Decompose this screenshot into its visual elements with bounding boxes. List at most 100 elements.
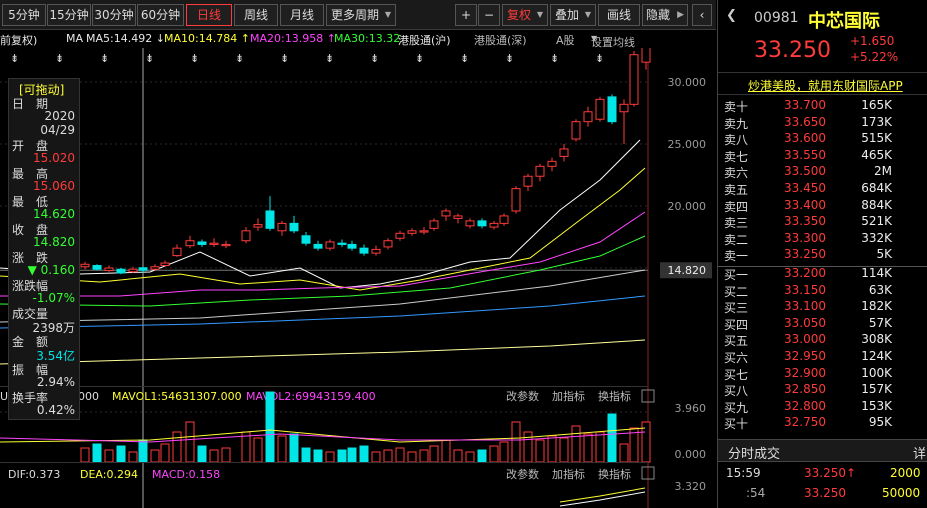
close-icon[interactable]	[641, 466, 655, 480]
candle-body[interactable]	[629, 54, 639, 105]
ask-row[interactable]: 卖十 33.700 165K	[718, 98, 927, 114]
candle-body[interactable]	[172, 247, 182, 257]
ask-row[interactable]: 卖七 33.550 465K	[718, 148, 927, 164]
candle-body[interactable]	[489, 222, 499, 228]
candle-body[interactable]	[571, 121, 581, 140]
ask-row[interactable]: 卖八 33.600 515K	[718, 131, 927, 147]
candle-body[interactable]	[150, 266, 160, 270]
hk-connect-sh-tab[interactable]: 港股通(沪)	[398, 34, 451, 47]
candle-body[interactable]	[535, 165, 545, 177]
candle-body[interactable]	[197, 241, 207, 245]
zoom-out-button[interactable]: −	[478, 4, 500, 26]
candle-body[interactable]	[619, 103, 629, 113]
period-daily-button[interactable]: 日线	[186, 4, 232, 26]
period-5min-button[interactable]: 5分钟	[2, 4, 46, 26]
candle-body[interactable]	[547, 160, 557, 167]
candle-body[interactable]	[559, 148, 569, 157]
bid-row[interactable]: 买四 33.050 57K	[718, 316, 927, 332]
candle-body[interactable]	[325, 241, 335, 249]
candle-body[interactable]	[607, 96, 617, 123]
candle-body[interactable]	[209, 242, 219, 245]
period-15min-button[interactable]: 15分钟	[47, 4, 91, 26]
turnover-label: 换手率	[12, 391, 49, 405]
candle-body[interactable]	[523, 175, 533, 187]
candle-body[interactable]	[419, 230, 429, 233]
ask-row[interactable]: 卖六 33.500 2M	[718, 164, 927, 180]
candle-body[interactable]	[253, 224, 263, 228]
candle-body[interactable]	[477, 220, 487, 227]
draw-line-button[interactable]: 画线	[598, 4, 640, 26]
hk-connect-sz-tab[interactable]: 港股通(深)	[474, 34, 527, 47]
candle-body[interactable]	[185, 240, 195, 247]
candle-body[interactable]	[116, 268, 126, 274]
candle-body[interactable]	[465, 220, 475, 227]
candle-body[interactable]	[104, 267, 114, 271]
candle-info-box[interactable]: [可拖动] 日 期 2020 04/29 开 盘 15.020 最 高 15.0…	[8, 78, 80, 420]
bid-row[interactable]: 买七 32.900 100K	[718, 366, 927, 382]
candle-body[interactable]	[337, 242, 347, 245]
candle-body[interactable]	[511, 188, 521, 212]
candle-body[interactable]	[221, 243, 231, 247]
panel-divider	[0, 462, 648, 463]
overlay-dropdown[interactable]: 叠加 ▼	[550, 4, 596, 26]
back-arrow-icon[interactable]: ❮	[726, 8, 737, 23]
volume-bar	[607, 413, 617, 463]
candle-body[interactable]	[265, 210, 275, 229]
candle-body[interactable]	[583, 111, 593, 123]
volume-bar	[337, 449, 347, 463]
candle-body[interactable]	[395, 232, 405, 239]
candle-body[interactable]	[499, 215, 509, 224]
ask-row[interactable]: 卖二 33.300 332K	[718, 231, 927, 247]
close-icon[interactable]	[641, 389, 655, 403]
candle-body[interactable]	[160, 262, 170, 267]
period-30min-button[interactable]: 30分钟	[92, 4, 136, 26]
vol-axis-top: 3.960	[675, 402, 707, 415]
candle-body[interactable]	[407, 230, 417, 234]
candle-body[interactable]	[429, 220, 439, 229]
candle-body[interactable]	[301, 235, 311, 244]
ask-row[interactable]: 卖三 33.350 521K	[718, 214, 927, 230]
candle-body[interactable]	[359, 247, 369, 254]
candle-body[interactable]	[371, 248, 381, 254]
candle-body[interactable]	[80, 263, 90, 268]
fuquan-dropdown[interactable]: 复权 ▼	[502, 4, 548, 26]
bid-row[interactable]: 买六 32.950 124K	[718, 349, 927, 365]
candle-body[interactable]	[641, 48, 651, 63]
trades-detail-button[interactable]: 详	[913, 447, 927, 462]
bid-row[interactable]: 买一 33.200 114K	[718, 266, 927, 282]
bid-row[interactable]: 买九 32.800 153K	[718, 399, 927, 415]
candle-body[interactable]	[128, 268, 138, 273]
candle-body[interactable]	[313, 243, 323, 249]
bid-row[interactable]: 买十 32.750 95K	[718, 415, 927, 431]
more-periods-dropdown[interactable]: 更多周期 ▼	[326, 4, 396, 26]
candle-body[interactable]	[383, 240, 393, 248]
candle-body[interactable]	[138, 267, 148, 271]
bid-row[interactable]: 买八 32.850 157K	[718, 382, 927, 398]
kline-chart[interactable]: ⇟⇟⇟⇟⇟⇟⇟⇟⇟⇟⇟⇟⇟⇟30.00025.00020.00015.00014…	[0, 48, 716, 508]
candle-body[interactable]	[595, 98, 605, 120]
zoom-in-button[interactable]: +	[455, 4, 477, 26]
candle-body[interactable]	[277, 222, 287, 232]
collapse-panel-icon[interactable]: ‹	[692, 4, 712, 26]
ask-row[interactable]: 卖九 33.650 173K	[718, 115, 927, 131]
candle-body[interactable]	[347, 243, 357, 249]
bid-row[interactable]: 买二 33.150 63K	[718, 283, 927, 299]
bid-row[interactable]: 买五 33.000 308K	[718, 332, 927, 348]
period-weekly-button[interactable]: 周线	[234, 4, 278, 26]
ask-row[interactable]: 卖四 33.400 884K	[718, 198, 927, 214]
candle-body[interactable]	[453, 215, 463, 219]
bid-row[interactable]: 买三 33.100 182K	[718, 299, 927, 315]
ad-link[interactable]: 炒港美股，就用东财国际APP	[748, 79, 903, 93]
ask-row[interactable]: 卖一 33.250 5K	[718, 247, 927, 263]
period-60min-button[interactable]: 60分钟	[137, 4, 184, 26]
candle-body[interactable]	[92, 265, 102, 270]
period-monthly-button[interactable]: 月线	[280, 4, 324, 26]
mavol1-value: MAVOL1:54631307.000	[112, 390, 242, 403]
volume-bar	[301, 447, 311, 463]
candle-body[interactable]	[289, 222, 299, 232]
a-share-tab[interactable]: A股	[556, 34, 575, 47]
candle-body[interactable]	[441, 210, 451, 217]
hide-button[interactable]: 隐藏 ▶	[642, 4, 688, 26]
candle-body[interactable]	[241, 230, 251, 242]
ask-row[interactable]: 卖五 33.450 684K	[718, 181, 927, 197]
